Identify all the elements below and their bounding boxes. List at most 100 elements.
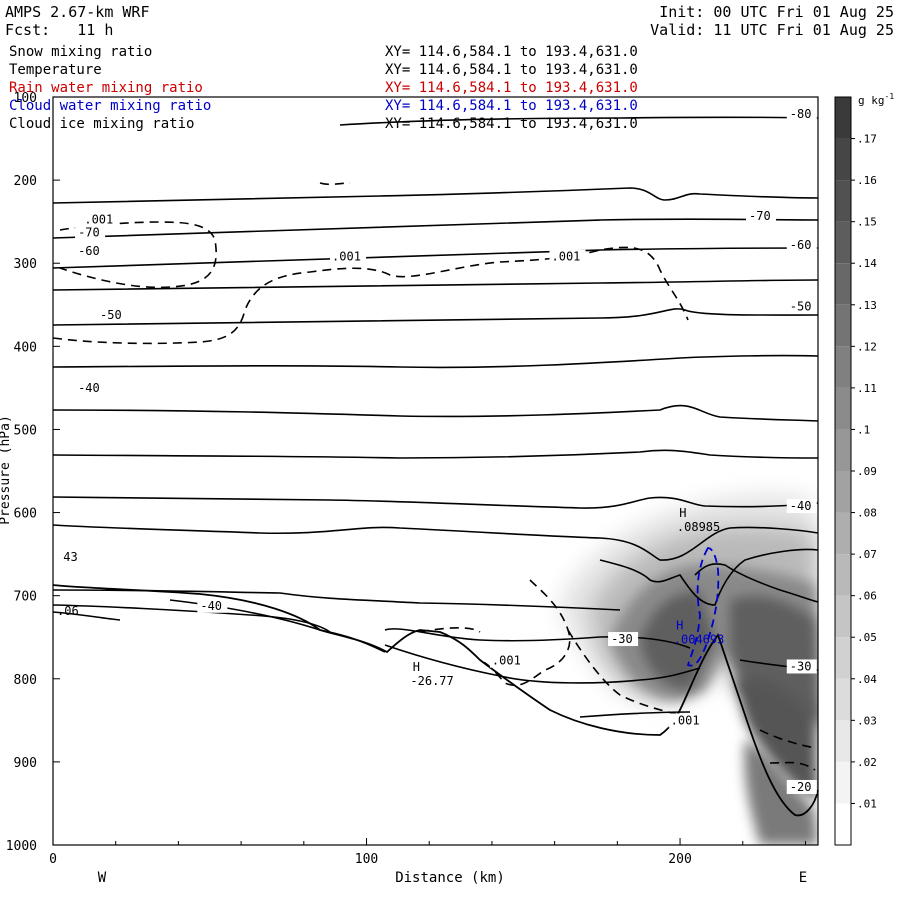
colorbar-segment [835, 429, 851, 471]
colorbar-tick-label: .11 [857, 382, 877, 395]
temperature-label: -60 [790, 238, 812, 252]
colorbar-segment [835, 471, 851, 513]
temperature-label: -50 [100, 308, 122, 322]
colorbar-tick-label: .09 [857, 465, 877, 478]
field-name-cloud-water: Cloud water mixing ratio [9, 98, 212, 114]
colorbar-tick-label: .12 [857, 340, 877, 353]
y-tick-label: 900 [14, 756, 37, 771]
y-tick-label: 300 [14, 257, 37, 272]
snow-label: .001 [552, 250, 581, 264]
temperature-label: -80 [790, 107, 812, 121]
colorbar-segment [835, 761, 851, 804]
snow-label-bg [489, 653, 526, 668]
snow-label-bg [330, 249, 367, 264]
colorbar-segment [835, 554, 851, 596]
model-title: AMPS 2.67-km WRF [5, 3, 150, 21]
field-xy-temperature: XY= 114.6,584.1 to 193.4,631.0 [385, 62, 638, 78]
x-tick-label: 100 [355, 852, 378, 867]
cloud-ice-shading [560, 493, 818, 845]
extremum-value: .08985 [677, 520, 720, 534]
x-tick-label: 200 [668, 852, 691, 867]
x-axis-title: Distance (km) [395, 870, 505, 886]
temperature-contours [53, 116, 818, 718]
temperature-label: -40 [790, 499, 812, 513]
colorbar-segment [835, 138, 851, 181]
temperature-label-bg [197, 598, 228, 613]
snow-label: .001 [671, 713, 700, 727]
colorbar-segment [835, 263, 851, 305]
colorbar-tick-label: .02 [857, 756, 877, 769]
colorbar-tick-label: .03 [857, 714, 877, 727]
extremum-value: .004693 [674, 632, 725, 646]
field-name-rain: Rain water mixing ratio [9, 80, 203, 96]
temperature-label: -70 [78, 226, 100, 240]
extremum-mark: H [679, 506, 686, 520]
colorbar-segment [835, 803, 851, 845]
cloud-water-contour [686, 547, 720, 667]
colorbar-segment [835, 180, 851, 222]
snow-label: .001 [332, 250, 361, 264]
snow-labels: .001 .001 .001 .001 .001 [82, 212, 705, 728]
temperature-label-bg [746, 209, 777, 224]
temperature-label-bg [786, 779, 817, 794]
colorbar-tick-label: .13 [857, 299, 877, 312]
temperature-label: -50 [790, 300, 812, 314]
y-tick-label: 100 [14, 91, 37, 106]
colorbar-units: g kg-1 [858, 92, 894, 107]
temperature-label-bg [75, 381, 106, 396]
colorbar-tick-label: .14 [857, 257, 877, 270]
field-xy-snow: XY= 114.6,584.1 to 193.4,631.0 [385, 44, 638, 60]
y-axis: 100 200 300 400 500 600 700 800 900 1000 [6, 91, 60, 854]
extremum-mark: H [676, 618, 683, 632]
temperature-labels: -80 -70 -70 -60 -60 -50 -50 -40 -40 -40 -30 -30 -20 [75, 106, 817, 794]
colorbar-segment [835, 346, 851, 388]
x-left-end-label: W [98, 870, 107, 886]
plot-frame [52, 96, 819, 846]
colorbar-tick-label: .1 [857, 423, 870, 436]
y-tick-label: 800 [14, 673, 37, 688]
colorbar-tick-label: .06 [857, 590, 877, 603]
temperature-label-bg [786, 499, 817, 514]
y-tick-label: 700 [14, 590, 37, 605]
field-name-temperature: Temperature [9, 62, 102, 78]
x-axis: 0 100 200 [49, 838, 806, 867]
snow-label: .001 [84, 212, 113, 226]
colorbar: .01 .02 .03 .04 .05 .06 .07 .08 .09 .1 .11 .12 .13 .1… [834, 96, 877, 846]
temperature-label: -20 [790, 780, 812, 794]
temperature-label-bg [75, 243, 106, 258]
y-tick-label: 500 [14, 423, 37, 438]
y-tick-label: 200 [14, 174, 37, 189]
temperature-label: -60 [78, 244, 100, 258]
colorbar-tick-label: .17 [857, 133, 877, 146]
temperature-label-bg [97, 307, 128, 322]
snow-label-bg [549, 249, 586, 264]
field-name-snow: Snow mixing ratio [9, 44, 153, 60]
colorbar-tick-label: .05 [857, 631, 877, 644]
terrain-outline [52, 584, 819, 817]
init-time: Init: 00 UTC Fri 01 Aug 25 [659, 3, 894, 21]
y-axis-title: Pressure (hPa) [0, 415, 13, 525]
colorbar-segment [835, 387, 851, 430]
x-right-end-label: E [799, 870, 807, 886]
colorbar-segment [835, 221, 851, 264]
edge-label: .06 [57, 604, 79, 618]
snow-label-bg [668, 713, 705, 728]
temperature-label-bg [786, 106, 817, 121]
field-xy-cloud-water: XY= 114.6,584.1 to 193.4,631.0 [385, 98, 638, 114]
colorbar-segment [835, 97, 851, 139]
extremum-mark: H [413, 660, 420, 674]
colorbar-tick-label: .07 [857, 548, 877, 561]
temperature-label: -30 [790, 659, 812, 673]
colorbar-segment [835, 637, 851, 679]
temperature-label-bg [786, 659, 817, 674]
colorbar-tick-label: .16 [857, 174, 877, 187]
colorbar-segment [835, 512, 851, 555]
y-tick-label: 1000 [6, 839, 37, 854]
temperature-label-bg [75, 225, 106, 240]
y-tick-label: 600 [14, 507, 37, 522]
snow-label-bg [82, 212, 119, 227]
field-name-cloud-ice: Cloud ice mixing ratio [9, 116, 195, 132]
